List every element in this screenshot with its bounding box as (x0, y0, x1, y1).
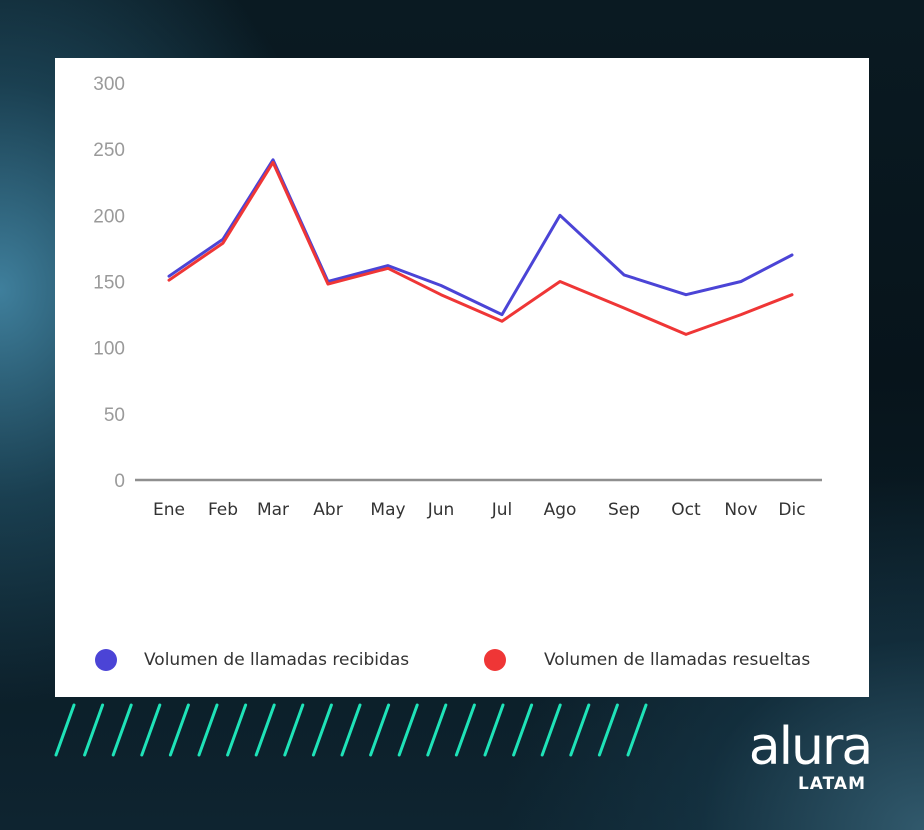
decorative-stripe (512, 703, 534, 757)
x-tick-label: Oct (671, 500, 701, 520)
decorative-stripe (569, 703, 591, 757)
decorative-stripe (140, 703, 162, 757)
legend-label-recibidas: Volumen de llamadas recibidas (144, 650, 409, 670)
legend-item-resueltas: Volumen de llamadas resueltas (484, 649, 810, 671)
decorative-stripe (340, 703, 362, 757)
x-tick-label: Jul (491, 500, 513, 520)
legend-item-recibidas: Volumen de llamadas recibidas (95, 649, 409, 671)
decorative-stripe (626, 703, 648, 757)
series-line-resueltas (167, 160, 794, 336)
x-tick-label: Feb (208, 500, 238, 520)
decorative-stripe (283, 703, 305, 757)
series-line-recibidas (167, 158, 794, 317)
legend-label-resueltas: Volumen de llamadas resueltas (544, 650, 810, 670)
decorative-stripe (226, 703, 248, 757)
y-tick-label: 50 (104, 405, 125, 426)
y-tick-label: 250 (93, 140, 125, 161)
x-tick-label: Ene (153, 500, 185, 520)
decorative-stripe (311, 703, 333, 757)
decorative-stripe (540, 703, 562, 757)
decorative-stripe (168, 703, 190, 757)
series-lines (167, 158, 794, 336)
logo-wordmark: alura (748, 717, 874, 777)
decorative-stripe (597, 703, 619, 757)
x-tick-label: Nov (724, 500, 757, 520)
x-tick-label: Dic (778, 500, 805, 520)
y-tick-label: 200 (93, 206, 125, 227)
y-tick-label: 300 (93, 74, 125, 95)
decorative-stripe (197, 703, 219, 757)
y-tick-label: 100 (93, 339, 125, 360)
x-tick-label: May (370, 500, 405, 520)
decorative-stripe (54, 703, 76, 757)
chart-card: 0 50 100 150 200 250 300 Ene Feb Mar Abr May Jun Jul… (55, 58, 869, 697)
x-tick-label: Ago (544, 500, 577, 520)
decorative-stripe (454, 703, 476, 757)
x-tick-label: Mar (257, 500, 289, 520)
logo-subtitle: LATAM (797, 774, 866, 794)
x-axis-ticks: Ene Feb Mar Abr May Jun Jul Ago Sep Oct Nov Dic (153, 500, 806, 520)
legend: Volumen de llamadas recibidas Volumen de… (95, 649, 810, 671)
decorative-stripe (83, 703, 105, 757)
line-chart: 0 50 100 150 200 250 300 Ene Feb Mar Abr May Jun Jul… (93, 74, 822, 671)
legend-marker-resueltas (484, 649, 506, 671)
y-tick-label: 0 (114, 471, 125, 492)
decorative-stripe (483, 703, 505, 757)
legend-marker-recibidas (95, 649, 117, 671)
x-tick-label: Jun (427, 500, 455, 520)
decorative-stripe (426, 703, 448, 757)
x-tick-label: Sep (608, 500, 640, 520)
decorative-stripe (397, 703, 419, 757)
y-axis-ticks: 0 50 100 150 200 250 300 (93, 74, 125, 492)
decorative-stripe (254, 703, 276, 757)
decorative-stripes (54, 703, 648, 757)
alura-latam-logo: alura LATAM (748, 717, 874, 794)
decorative-stripe (369, 703, 391, 757)
y-tick-label: 150 (93, 273, 125, 294)
decorative-stripe (111, 703, 133, 757)
x-tick-label: Abr (313, 500, 342, 520)
